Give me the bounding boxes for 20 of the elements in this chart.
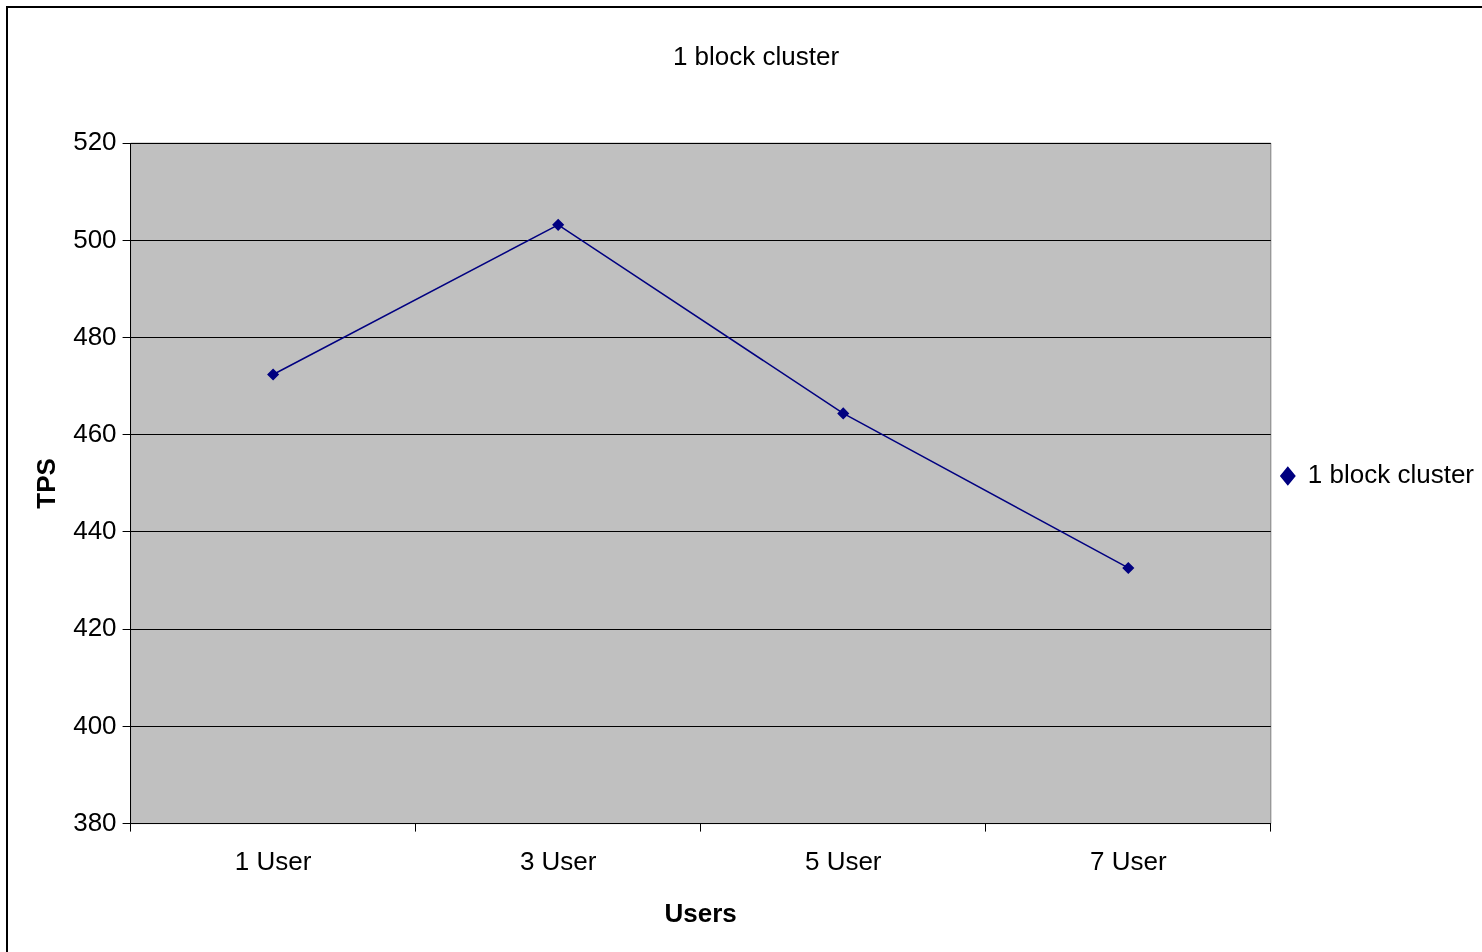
y-tick-label: 440 — [73, 515, 117, 546]
point — [267, 368, 279, 381]
point — [837, 407, 849, 420]
x-tick-label: 1 User — [234, 846, 312, 877]
legend-label: 1 block cluster — [1307, 459, 1475, 490]
y-tick-label: 420 — [73, 612, 117, 643]
chart-title: 1 block cluster — [672, 40, 840, 71]
y-axis-title: TPS — [30, 458, 61, 509]
y-tick-label: 400 — [73, 709, 117, 740]
y-tick-label: 380 — [73, 806, 117, 837]
point — [1122, 562, 1135, 574]
y-tick-label: 520 — [73, 126, 117, 157]
y-tick-label: 480 — [73, 320, 117, 351]
y-tick-label: 460 — [73, 417, 117, 448]
y-tick-label: 500 — [73, 223, 117, 254]
x-tick-label: 5 User — [804, 846, 882, 877]
x-tick-label: 7 User — [1090, 846, 1167, 877]
x-tick-label: 3 User — [519, 846, 597, 877]
x-axis-title: Users — [664, 897, 737, 928]
point — [552, 219, 564, 231]
